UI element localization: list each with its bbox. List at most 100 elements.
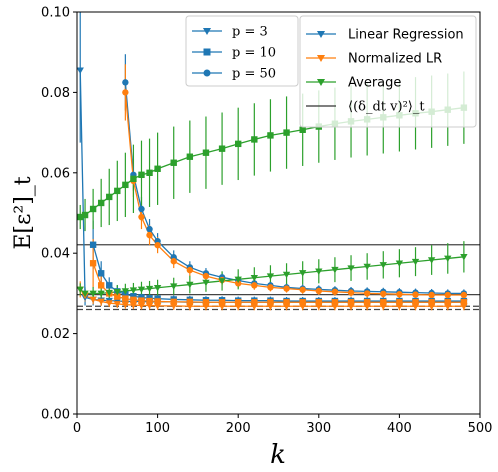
data-point-normalized-lr-p10	[396, 299, 403, 306]
legend-label: Linear Regression	[348, 28, 464, 43]
data-point-normalized-lr-p50	[460, 291, 468, 299]
data-point-average-p3	[299, 270, 307, 277]
x-tick-label: 200	[226, 421, 251, 436]
y-axis-ticks: 0.00 0.02 0.04 0.06 0.08 0.10	[41, 6, 77, 423]
data-point-average-p10	[299, 126, 306, 133]
data-point-normalized-lr-p50	[138, 213, 145, 221]
data-point-average-p10	[186, 153, 194, 160]
plot-frame	[76, 11, 481, 415]
data-point-normalized-lr-p3	[145, 302, 154, 310]
x-tick-label: 100	[145, 421, 170, 436]
data-point-normalized-lr-p50	[363, 290, 371, 297]
data-point-average-p3	[113, 289, 121, 296]
data-point-normalized-lr-p50	[444, 291, 451, 299]
data-point-average-p3	[250, 274, 258, 282]
data-point-average-p3	[77, 286, 84, 294]
data-point-average-p3	[186, 281, 194, 289]
data-point-linear-regression-p10	[89, 241, 97, 248]
data-point-normalized-lr-p10	[138, 297, 145, 304]
data-point-normalized-lr-p50	[146, 231, 153, 239]
data-point-average-p3	[363, 263, 371, 271]
x-axis-label: k	[270, 440, 286, 470]
data-point-average-p3	[153, 285, 162, 292]
data-point-normalized-lr-p50	[299, 286, 306, 293]
data-point-average-p3	[105, 289, 113, 297]
data-point-average-p3	[427, 257, 436, 264]
data-point-normalized-lr-p50	[412, 291, 419, 298]
series-markers	[77, 67, 468, 310]
data-point-average-p10	[170, 159, 177, 166]
legend-box	[299, 15, 477, 128]
data-point-normalized-lr-p3	[121, 301, 130, 309]
data-point-normalized-lr-p10	[235, 299, 242, 306]
data-point-average-p3	[395, 260, 404, 267]
data-point-normalized-lr-p10	[122, 295, 129, 302]
data-point-normalized-lr-p3	[97, 298, 105, 306]
data-point-average-p10	[202, 149, 210, 156]
data-point-average-p3	[266, 273, 275, 280]
data-point-average-p10	[283, 129, 290, 136]
y-tick-label: 0.08	[41, 86, 70, 101]
data-point-normalized-lr-p10	[412, 299, 419, 306]
data-point-normalized-lr-p3	[153, 303, 162, 310]
legend-marker-triangle-down	[202, 27, 212, 36]
data-point-normalized-lr-p10	[428, 299, 435, 306]
data-point-normalized-lr-p3	[113, 301, 121, 308]
legend-label: p = 10	[232, 46, 276, 61]
data-point-normalized-lr-p50	[251, 282, 258, 289]
data-point-normalized-lr-p50	[186, 266, 194, 274]
data-point-average-p3	[218, 278, 226, 285]
data-point-normalized-lr-p10	[444, 299, 451, 306]
data-point-normalized-lr-p10	[380, 299, 387, 306]
data-point-average-p3	[202, 279, 210, 287]
data-point-normalized-lr-p50	[396, 291, 403, 298]
data-point-normalized-lr-p50	[380, 290, 387, 298]
legend-marker-triangle-down	[316, 78, 326, 87]
data-point-normalized-lr-p10	[146, 297, 153, 305]
legend-label: Normalized LR	[348, 52, 442, 67]
data-point-average-p10	[218, 145, 226, 152]
data-point-average-p3	[234, 276, 242, 284]
data-point-average-p3	[315, 268, 323, 275]
data-point-normalized-lr-p50	[202, 272, 210, 280]
series-line-linear-regression-p10	[92, 244, 464, 302]
data-point-normalized-lr-p10	[315, 299, 322, 306]
x-tick-label: 300	[306, 421, 331, 436]
data-point-average-p3	[460, 254, 468, 261]
data-point-average-p10	[267, 132, 274, 139]
data-point-normalized-lr-p50	[283, 285, 290, 292]
legend-label: p = 50	[232, 67, 276, 82]
data-point-average-p3	[137, 286, 146, 294]
y-tick-label: 0.00	[41, 408, 70, 423]
data-point-linear-regression-p50	[138, 205, 145, 213]
data-point-linear-regression-p10	[138, 294, 145, 301]
data-point-average-p10	[251, 136, 258, 143]
data-point-normalized-lr-p50	[331, 288, 339, 295]
legend-label: ⟨(δ_dt v)²⟩_t	[348, 100, 425, 115]
data-point-linear-regression-p10	[97, 270, 105, 277]
y-tick-label: 0.04	[41, 247, 70, 262]
x-tick-label: 0	[73, 421, 81, 436]
data-point-average-p3	[97, 290, 105, 298]
data-point-average-p10	[130, 175, 137, 183]
data-point-normalized-lr-p50	[315, 287, 322, 295]
data-point-linear-regression-p10	[106, 282, 113, 289]
data-point-normalized-lr-p10	[97, 282, 105, 289]
data-point-normalized-lr-p10	[202, 299, 210, 306]
y-tick-label: 0.10	[41, 6, 70, 21]
data-point-average-p10	[114, 187, 121, 195]
data-point-normalized-lr-p50	[235, 280, 242, 287]
data-point-average-p3	[411, 258, 420, 266]
data-point-average-p10	[154, 165, 161, 172]
data-point-normalized-lr-p10	[460, 299, 468, 306]
data-point-average-p10	[146, 169, 153, 176]
data-point-normalized-lr-p10	[251, 299, 258, 306]
data-point-linear-regression-p50	[122, 79, 129, 86]
data-point-normalized-lr-p50	[267, 284, 274, 291]
data-point-normalized-lr-p10	[299, 299, 306, 306]
data-point-normalized-lr-p10	[89, 260, 97, 267]
data-point-normalized-lr-p3	[89, 296, 97, 304]
legend-marker-triangle-down	[316, 30, 326, 39]
data-point-linear-regression-p50	[146, 225, 153, 233]
